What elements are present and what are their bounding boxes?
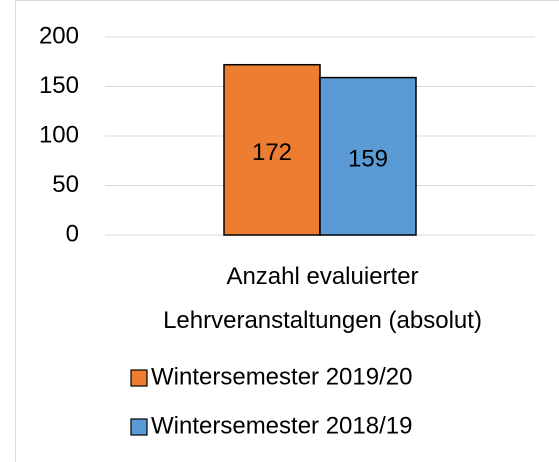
legend-swatch <box>130 369 148 387</box>
y-tick-label: 0 <box>66 220 79 247</box>
data-label: 159 <box>348 146 388 173</box>
y-tick-label: 50 <box>52 171 79 198</box>
frame <box>15 0 559 462</box>
y-tick-label: 200 <box>39 22 79 49</box>
x-tick-label: Anzahl evaluierter Lehrveranstaltungen (… <box>163 263 482 334</box>
bar <box>223 63 321 236</box>
bar <box>319 76 417 236</box>
y-tick-label: 100 <box>39 121 79 148</box>
data-label: 172 <box>252 139 292 166</box>
legend-label: Wintersemester 2018/19 <box>151 412 412 439</box>
legend-label: Wintersemester 2019/20 <box>151 363 412 390</box>
legend-swatch <box>130 418 148 436</box>
y-tick-label: 150 <box>39 72 79 99</box>
